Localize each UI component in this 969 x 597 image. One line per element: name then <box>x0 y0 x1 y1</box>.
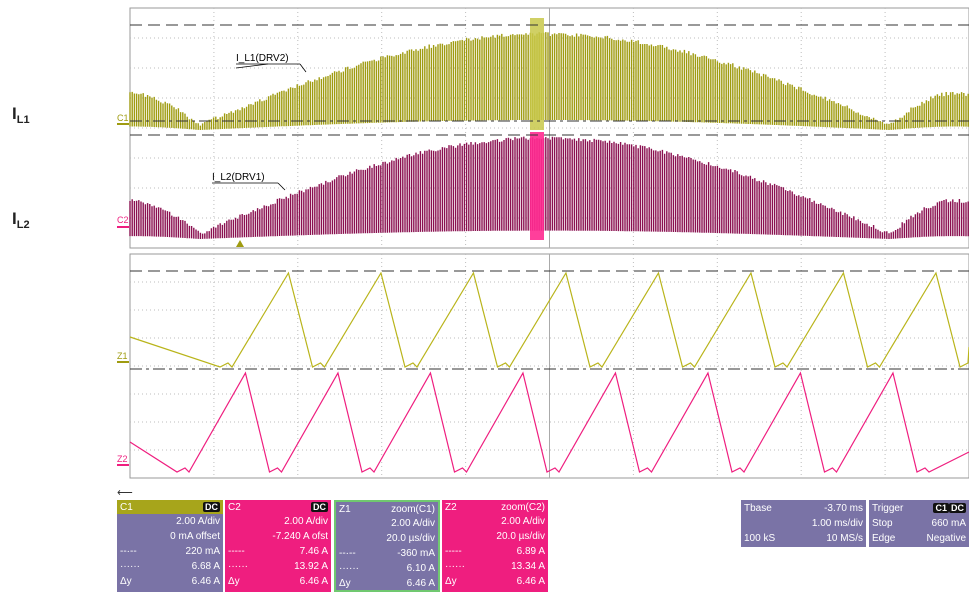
z2-scale: 2.00 A/div <box>501 516 545 527</box>
c1-panel-name: C1 <box>120 502 133 513</box>
timebase-panel[interactable]: Tbase -3.70 ms 1.00 ms/div 100 kS 10 MS/s <box>741 500 866 547</box>
c1-cursor1: 220 mA <box>186 546 220 557</box>
trigger-label: Trigger <box>872 503 903 514</box>
trigger-position-icon[interactable] <box>236 240 244 247</box>
cursor1-icon: --·-- <box>339 548 356 559</box>
trigger-source-badge: C1 <box>933 503 949 513</box>
z2-panel[interactable]: Z2 zoom(C2) 2.00 A/div 20.0 µs/div ----- 6… <box>442 500 548 592</box>
cursor1-icon: --·-- <box>120 546 137 557</box>
z2-source: zoom(C2) <box>501 502 545 513</box>
z1-cursor1: -360 mA <box>397 548 435 559</box>
z1-dy-label: Δy <box>339 578 353 589</box>
z2-dy: 6.46 A <box>517 576 545 587</box>
cursor2-icon: ······ <box>228 561 248 572</box>
z1-scale: 2.00 A/div <box>391 518 435 529</box>
cursor1-icon: ----- <box>445 546 462 557</box>
scroll-left-icon[interactable]: ⟵ <box>117 486 133 499</box>
c2-dy: 6.46 A <box>300 576 328 587</box>
c2-trace-name: I_L2(DRV1) <box>212 172 265 183</box>
c2-panel[interactable]: C2 DC 2.00 A/div -7.240 A ofst ----- 7.46 … <box>225 500 331 592</box>
c1-marker[interactable]: C1 <box>117 113 129 123</box>
c1-trace-name: I_L1(DRV2) <box>236 53 289 64</box>
z1-timebase: 20.0 µs/div <box>386 533 435 544</box>
tbase-rate: 10 MS/s <box>826 533 863 544</box>
trigger-coupling-badge: DC <box>949 503 966 513</box>
zoom-grid <box>130 254 969 478</box>
zoom-window-c2[interactable] <box>530 132 544 240</box>
z1-marker[interactable]: Z1 <box>117 351 128 361</box>
tbase-delay: -3.70 ms <box>824 503 863 514</box>
z1-panel-name: Z1 <box>339 504 351 515</box>
cursor2-icon: ······ <box>120 561 140 572</box>
trigger-panel[interactable]: Trigger C1 DC Stop 660 mA Edge Negative <box>869 500 969 547</box>
trigger-mode: Stop <box>872 518 893 529</box>
tbase-samples: 100 kS <box>744 533 775 544</box>
zoom-window-c1[interactable] <box>530 18 544 130</box>
z1-dy: 6.46 A <box>407 578 435 589</box>
z1-panel[interactable]: Z1 zoom(C1) 2.00 A/div 20.0 µs/div --·-- -… <box>334 500 440 592</box>
c1-dy-label: Δy <box>120 576 134 587</box>
tbase-label: Tbase <box>744 503 772 514</box>
trigger-type: Edge <box>872 533 895 544</box>
c1-offset: 0 mA offset <box>170 531 220 542</box>
trigger-slope: Negative <box>927 533 966 544</box>
cursor2-icon: ······ <box>339 563 359 574</box>
trigger-level: 660 mA <box>932 518 966 529</box>
c2-panel-name: C2 <box>228 502 241 513</box>
c2-offset: -7.240 A ofst <box>272 531 328 542</box>
z1-source: zoom(C1) <box>391 504 435 515</box>
z2-dy-label: Δy <box>445 576 459 587</box>
z2-timebase: 20.0 µs/div <box>496 531 545 542</box>
c1-coupling-badge: DC <box>203 502 220 512</box>
z2-cursor1: 6.89 A <box>517 546 545 557</box>
c2-coupling-badge: DC <box>311 502 328 512</box>
z2-cursor2: 13.34 A <box>511 561 545 572</box>
z1-cursor2: 6.10 A <box>407 563 435 574</box>
c2-marker[interactable]: C2 <box>117 215 129 225</box>
cursor2-icon: ······ <box>445 561 465 572</box>
c1-scale: 2.00 A/div <box>176 516 220 527</box>
c2-cursor2: 13.92 A <box>294 561 328 572</box>
tbase-div: 1.00 ms/div <box>812 518 863 529</box>
z2-panel-name: Z2 <box>445 502 457 513</box>
c2-dy-label: Δy <box>228 576 242 587</box>
z2-marker[interactable]: Z2 <box>117 454 128 464</box>
c1-dy: 6.46 A <box>192 576 220 587</box>
c2-scale: 2.00 A/div <box>284 516 328 527</box>
c1-cursor2: 6.68 A <box>192 561 220 572</box>
c1-panel[interactable]: C1 DC 2.00 A/div 0 mA offset --·-- 220 mA … <box>117 500 223 592</box>
cursor1-icon: ----- <box>228 546 245 557</box>
c2-cursor1: 7.46 A <box>300 546 328 557</box>
